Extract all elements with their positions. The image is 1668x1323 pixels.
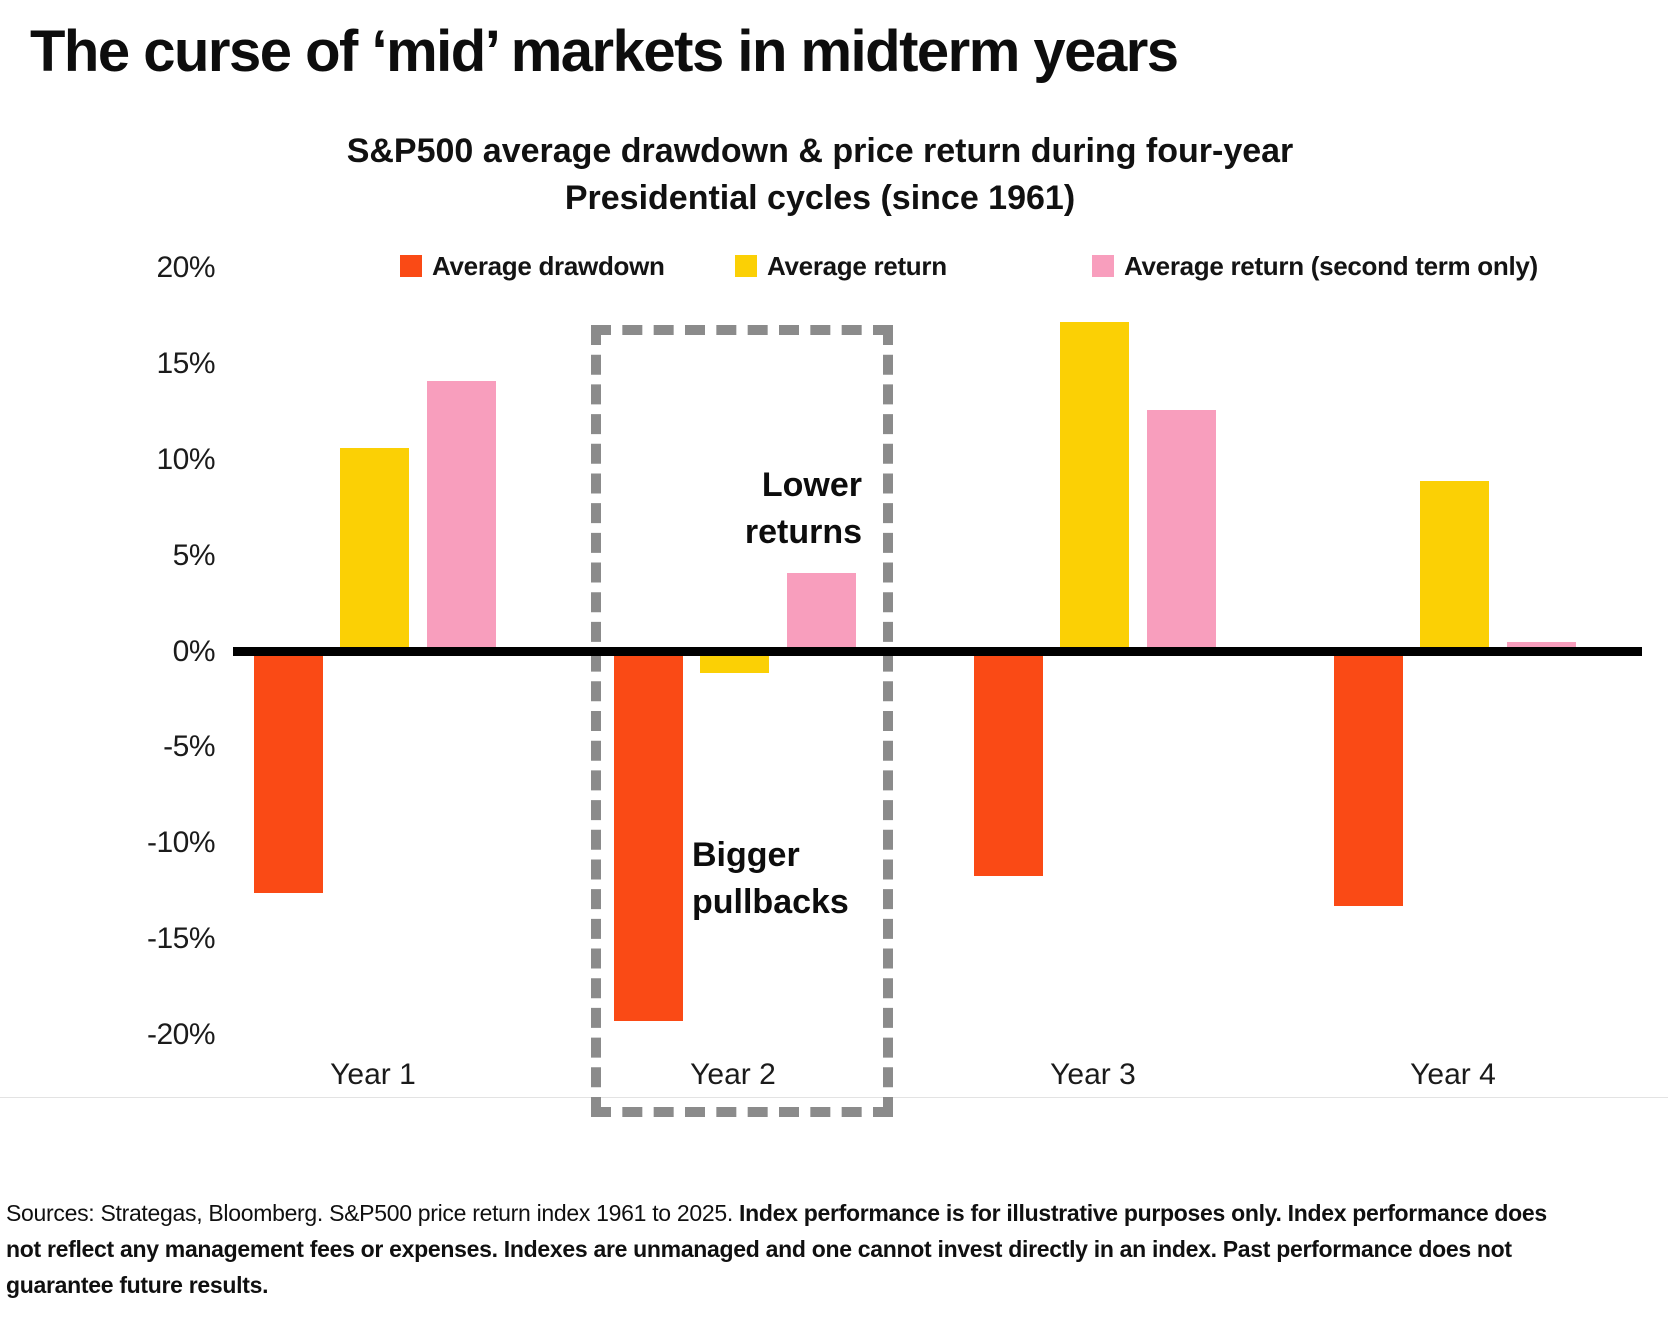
y-axis-tick-10pct: 10% <box>156 442 215 476</box>
legend-item-average-drawdown: Average drawdown <box>400 250 665 282</box>
annotation-lower-returns-line-1: Lower <box>761 466 862 504</box>
bar-average-return-year-4 <box>1420 480 1489 652</box>
bar-average-return-second-term-only-year-4 <box>1507 641 1576 652</box>
bar-average-return-second-term-only-year-3 <box>1147 410 1216 652</box>
year-2-highlight-box <box>591 325 893 1117</box>
x-axis-label-year-1: Year 1 <box>330 1058 416 1091</box>
annotation-lower-returns-line-2: returns <box>744 513 862 551</box>
y-axis-tick--5pct: -5% <box>163 730 215 764</box>
legend-item-average-return: Average return <box>735 250 947 282</box>
chart-subtitle-line-1: S&P500 average drawdown & price return d… <box>346 132 1294 170</box>
legend-swatch-average-return-second-term <box>1092 255 1114 277</box>
bar-average-drawdown-year-4 <box>1334 651 1403 907</box>
zero-axis-line <box>233 647 1642 656</box>
y-axis-tick-20pct: 20% <box>156 251 215 285</box>
page-title: The curse of ‘mid’ markets in midterm ye… <box>30 19 1179 84</box>
footer-disclaimer: Index performance is for illustrative pu… <box>6 1200 1547 1298</box>
bar-average-drawdown-year-1 <box>254 651 323 893</box>
legend-label-average-return: Average return <box>767 250 947 281</box>
bar-average-return-second-term-only-year-1 <box>427 381 496 652</box>
annotation-bigger-pullbacks-line-2: pullbacks <box>692 883 849 921</box>
x-axis-label-year-3: Year 3 <box>1050 1058 1136 1091</box>
y-axis-tick-5pct: 5% <box>172 538 216 572</box>
annotation-bigger-pullbacks: Bigger pullbacks <box>692 832 849 926</box>
y-axis-tick-15pct: 15% <box>156 347 215 381</box>
y-axis-tick--20pct: -20% <box>146 1017 216 1051</box>
footer-divider <box>0 1097 1668 1098</box>
chart-subtitle: S&P500 average drawdown & price return d… <box>150 128 1490 222</box>
legend-label-average-drawdown: Average drawdown <box>432 250 665 281</box>
annotation-lower-returns: Lower returns <box>745 462 862 556</box>
annotation-bigger-pullbacks-line-1: Bigger <box>692 836 800 874</box>
y-axis-tick--15pct: -15% <box>146 921 216 955</box>
legend-swatch-average-drawdown <box>400 255 422 277</box>
bar-average-drawdown-year-2 <box>614 651 683 1022</box>
chart-subtitle-line-2: Presidential cycles (since 1961) <box>564 179 1076 217</box>
legend-swatch-average-return <box>735 255 757 277</box>
bar-average-return-second-term-only-year-2 <box>787 572 856 652</box>
bar-average-return-year-2 <box>700 651 769 673</box>
legend-item-average-return-second-term: Average return (second term only) <box>1092 250 1538 282</box>
bar-average-return-year-1 <box>340 448 409 652</box>
y-axis-tick--10pct: -10% <box>146 826 216 860</box>
legend-label-average-return-second-term: Average return (second term only) <box>1124 250 1538 281</box>
y-axis-tick-0pct: 0% <box>172 634 216 668</box>
footer-sources: Sources: Strategas, Bloomberg. S&P500 pr… <box>6 1200 740 1226</box>
x-axis-label-year-4: Year 4 <box>1410 1058 1496 1091</box>
bar-average-return-year-3 <box>1060 321 1129 652</box>
footer-source-text: Sources: Strategas, Bloomberg. S&P500 pr… <box>6 1195 1551 1303</box>
bar-average-drawdown-year-3 <box>974 651 1043 876</box>
x-axis-label-year-2: Year 2 <box>690 1058 776 1091</box>
